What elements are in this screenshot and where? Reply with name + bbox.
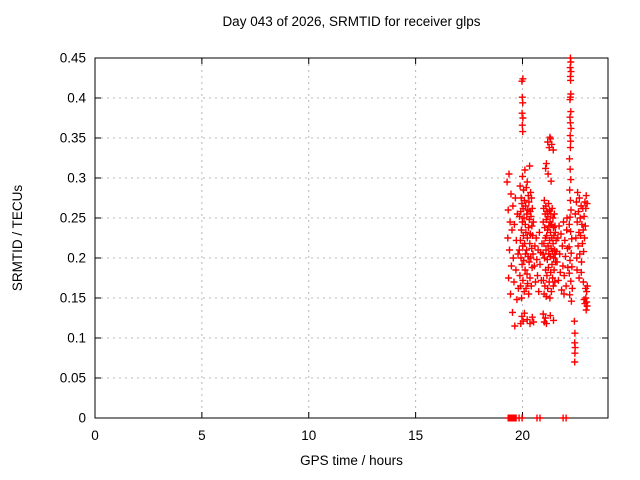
y-tick-label: 0.05 [60,371,86,386]
x-tick-label: 20 [515,428,530,443]
y-tick-label: 0 [78,411,86,426]
y-tick-label: 0.1 [67,331,86,346]
chart-title: Day 043 of 2026, SRMTID for receiver glp… [222,14,481,29]
x-tick-label: 10 [301,428,316,443]
y-tick-label: 0.15 [60,291,86,306]
y-tick-label: 0.2 [67,251,86,266]
x-tick-label: 5 [198,428,206,443]
x-axis-label: GPS time / hours [300,453,403,468]
plot-border [94,57,609,419]
x-tick-label: 15 [408,428,423,443]
grid-lines [95,58,608,418]
scatter-markers [503,54,591,422]
y-tick-label: 0.45 [60,51,86,66]
x-tick-label: 0 [91,428,99,443]
y-tick-label: 0.35 [60,131,86,146]
axis-ticks [94,57,608,419]
y-tick-label: 0.3 [67,171,86,186]
y-tick-label: 0.4 [67,91,86,106]
y-tick-label: 0.25 [60,211,86,226]
